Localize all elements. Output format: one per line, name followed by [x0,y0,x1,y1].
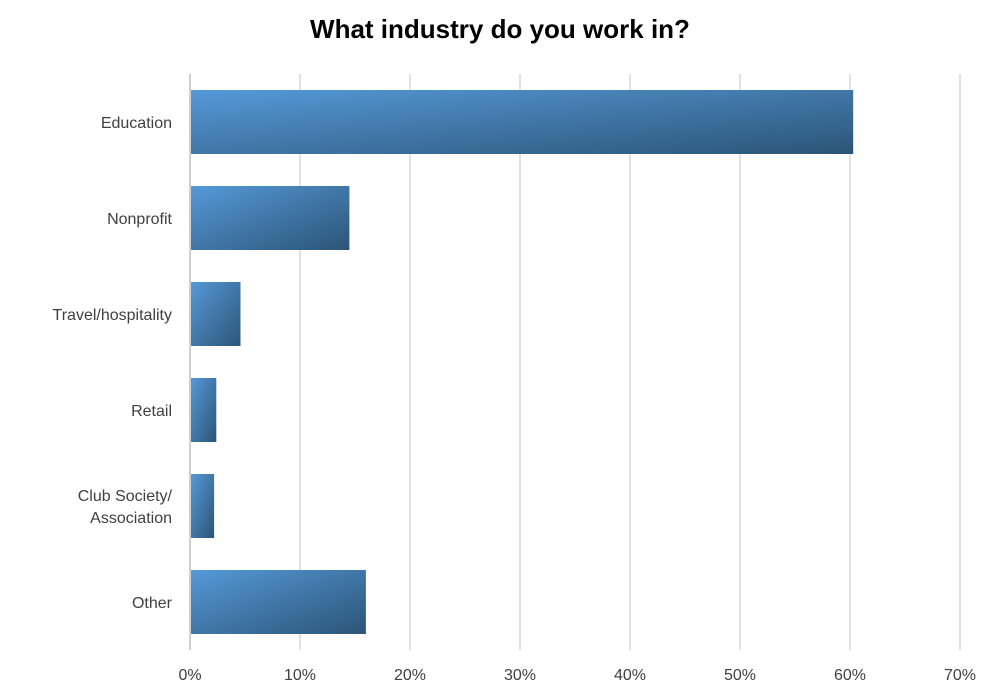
x-tick-label: 20% [394,667,426,684]
bars [191,90,854,634]
grid-lines [189,74,961,650]
x-tick-label: 50% [724,667,756,684]
category-label: Other [132,595,173,612]
bar [191,282,241,346]
bar [191,186,350,250]
bar [191,570,366,634]
category-label: Travel/hospitality [53,307,172,324]
category-label: Nonprofit [107,211,172,228]
chart-title: What industry do you work in? [310,14,690,44]
bar [191,90,854,154]
bar [191,474,215,538]
category-label: Retail [131,403,172,420]
x-tick-label: 60% [834,667,866,684]
x-tick-label: 30% [504,667,536,684]
x-tick-label: 70% [944,667,976,684]
x-axis-tick-labels: 0% 10% 20% 30% 40% 50% 60% 70% [178,667,976,684]
x-tick-label: 40% [614,667,646,684]
category-labels: Education Nonprofit Travel/hospitality Reta… [53,115,173,612]
x-tick-label: 0% [178,667,201,684]
category-label: Education [101,115,172,132]
bar [191,378,217,442]
x-tick-label: 10% [284,667,316,684]
category-label: Club Society/Association [78,488,173,527]
